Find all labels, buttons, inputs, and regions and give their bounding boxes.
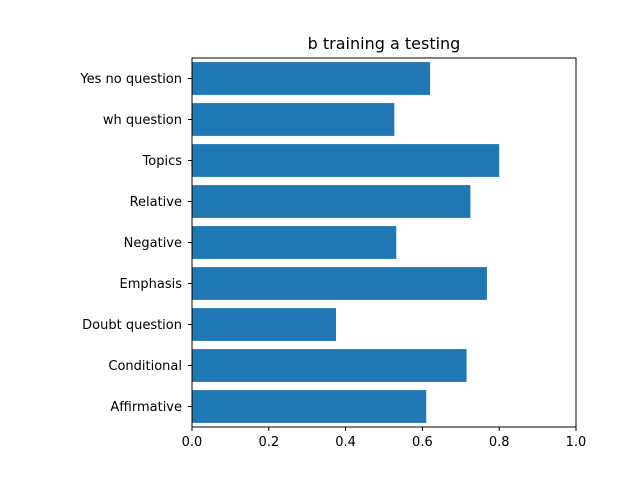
plot-frame: [191, 57, 577, 428]
y-tick-label: Conditional: [108, 359, 182, 374]
y-tick-label: Emphasis: [120, 277, 183, 292]
y-tick-label: Topics: [142, 154, 183, 169]
bar-wh-question: [192, 103, 395, 136]
x-axis: 0.0 0.2 0.4 0.6 0.8 1.0: [182, 427, 587, 450]
chart-title: b training a testing: [308, 34, 461, 53]
bar-topics: [192, 144, 500, 177]
bar-emphasis: [192, 267, 487, 300]
bar-doubt-question: [192, 308, 336, 341]
y-tick-label: Negative: [124, 236, 182, 251]
x-tick-label: 0.8: [489, 435, 510, 450]
bar-conditional: [192, 349, 467, 382]
bars-group: [192, 62, 500, 423]
y-tick-label: Doubt question: [82, 318, 182, 333]
y-axis: Affirmative Conditional Doubt question Emph…: [79, 72, 192, 415]
x-tick-label: 0.4: [335, 435, 356, 450]
bar-negative: [192, 226, 397, 259]
bar-affirmative: [192, 390, 427, 423]
x-tick-label: 0.6: [412, 435, 433, 450]
y-tick-label: Yes no question: [79, 72, 182, 87]
x-tick-label: 0.2: [258, 435, 279, 450]
x-tick-label: 0.0: [182, 435, 203, 450]
bar-relative: [192, 185, 471, 218]
x-tick-label: 1.0: [566, 435, 587, 450]
bar-yes-no-question: [192, 62, 431, 95]
y-tick-label: wh question: [103, 113, 182, 128]
y-tick-label: Affirmative: [110, 400, 182, 415]
y-tick-label: Relative: [130, 195, 182, 210]
